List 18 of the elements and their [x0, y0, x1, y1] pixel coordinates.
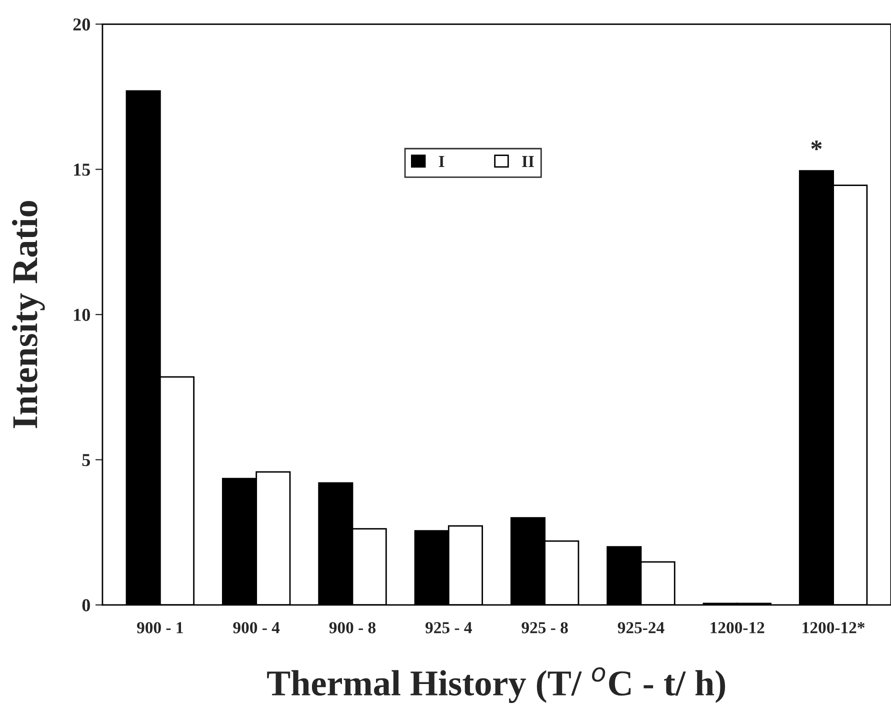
x-tick-label: 900 - 1 [137, 622, 183, 634]
legend-label: II [522, 156, 534, 167]
x-tick-label: 1200-12* [802, 622, 865, 634]
y-tick-label: 15 [74, 164, 90, 176]
y-tick-label: 10 [74, 308, 90, 321]
y-tick-label: 0 [82, 599, 90, 612]
x-tick-label: 1200-12 [710, 622, 764, 634]
y-tick-label: 5 [82, 454, 90, 466]
x-tick-label: 900 - 4 [233, 622, 280, 634]
x-tick-label: 925 - 4 [426, 622, 472, 634]
legend-label: I [438, 156, 444, 167]
x-tick-label: 925 - 8 [522, 622, 568, 634]
annotation: * [811, 140, 822, 150]
x-axis-title: Thermal History (T/ $^{o}$C - t/ h) [267, 667, 726, 704]
y-tick-label: 20 [73, 18, 90, 31]
x-tick-label: 900 - 8 [329, 622, 376, 634]
x-tick-label: 925-24 [618, 622, 664, 634]
y-axis-title: Intensity Ratio [12, 201, 45, 428]
